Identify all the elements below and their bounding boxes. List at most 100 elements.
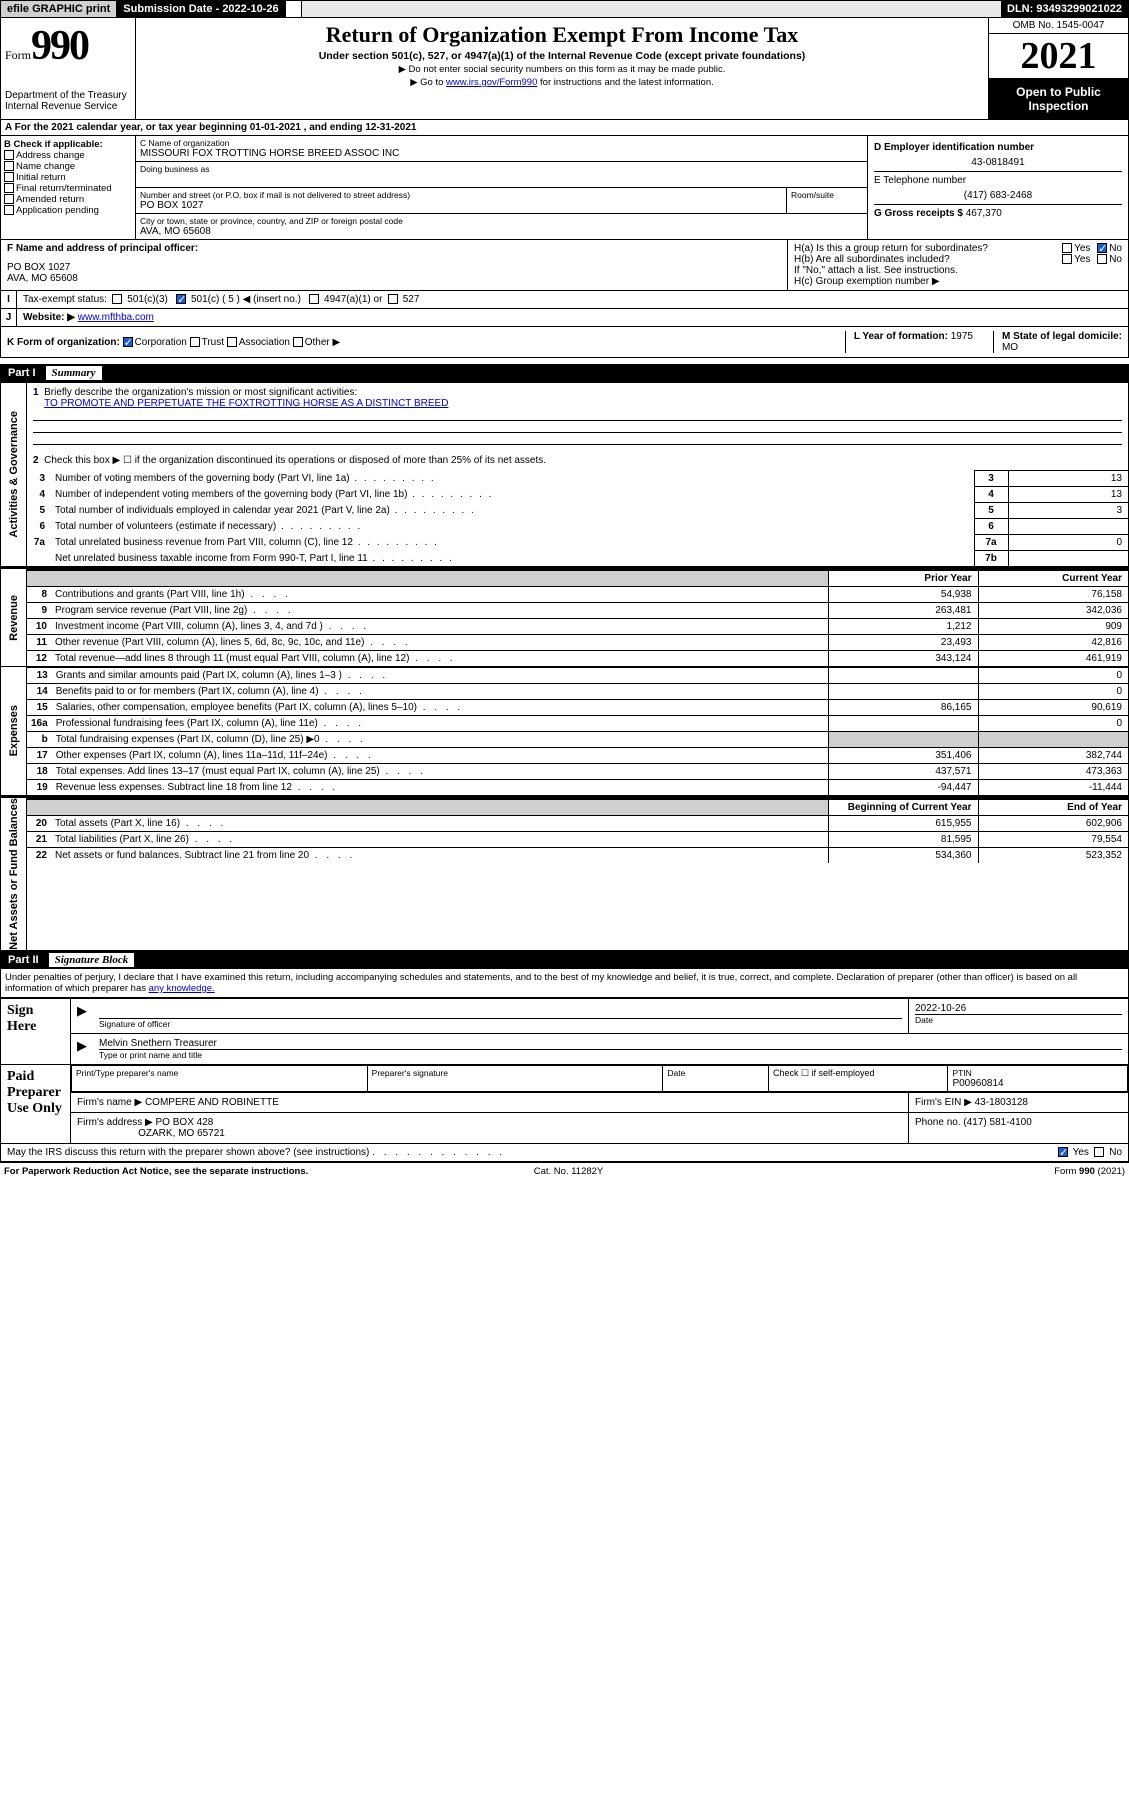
opt-527: 527: [403, 294, 420, 305]
q2-text: Check this box ▶ ☐ if the organization d…: [44, 455, 546, 466]
row-h: H(a) Is this a group return for subordin…: [788, 240, 1128, 290]
chk-527[interactable]: [388, 294, 398, 304]
gross-label: G Gross receipts $: [874, 208, 963, 219]
h-a: H(a) Is this a group return for subordin…: [794, 243, 1122, 254]
form-header: Form990 Department of the Treasury Inter…: [0, 18, 1129, 120]
firm-phone: (417) 581-4100: [963, 1117, 1031, 1128]
part-1-body: Activities & Governance 1 Briefly descri…: [0, 382, 1129, 567]
hb-no[interactable]: [1097, 254, 1107, 264]
tel-label: E Telephone number: [874, 175, 1122, 186]
gov-row: 7aTotal unrelated business revenue from …: [27, 535, 1128, 551]
gross-group: G Gross receipts $ 467,370: [874, 205, 1122, 222]
open-to-public: Open to Public Inspection: [989, 79, 1128, 119]
opt-other: Other ▶: [305, 337, 340, 348]
page-footer: For Paperwork Reduction Act Notice, see …: [0, 1162, 1129, 1180]
chk-501c3[interactable]: [112, 294, 122, 304]
discuss-no[interactable]: [1094, 1147, 1104, 1157]
part-2-num: Part II: [8, 954, 39, 966]
hb-yes[interactable]: [1062, 254, 1072, 264]
ein-label: D Employer identification number: [874, 142, 1122, 153]
org-name-label: C Name of organization: [140, 138, 863, 148]
opt-501c: 501(c) ( 5 ) ◀ (insert no.): [191, 294, 301, 305]
opt-501c3: 501(c)(3): [127, 294, 168, 305]
street-label: Number and street (or P.O. box if mail i…: [140, 190, 782, 200]
footer-mid: Cat. No. 11282Y: [534, 1166, 604, 1177]
firm-name: COMPERE AND ROBINETTE: [145, 1097, 279, 1108]
efile-print-button[interactable]: efile GRAPHIC print: [1, 1, 117, 17]
fin-row: 17Other expenses (Part IX, column (A), l…: [27, 748, 1128, 764]
sidebar-governance: Activities & Governance: [1, 383, 27, 566]
fin-row: 22Net assets or fund balances. Subtract …: [27, 848, 1128, 864]
fin-row: 18Total expenses. Add lines 13–17 (must …: [27, 764, 1128, 780]
chk-other[interactable]: [293, 337, 303, 347]
street-value: PO BOX 1027: [140, 200, 782, 211]
irs-label: Internal Revenue Service: [5, 101, 131, 112]
discuss-yes[interactable]: [1058, 1147, 1068, 1157]
chk-application-pending[interactable]: Application pending: [4, 205, 132, 216]
firm-addr2: OZARK, MO 65721: [138, 1128, 225, 1139]
part-2-title: Signature Block: [49, 953, 135, 967]
chk-final-return[interactable]: Final return/terminated: [4, 183, 132, 194]
footer-right: Form 990 (2021): [1054, 1166, 1125, 1177]
gov-row: 4Number of independent voting members of…: [27, 487, 1128, 503]
signature-table: Sign Here ▶ Signature of officer 2022-10…: [0, 998, 1129, 1144]
part-1-title: Summary: [46, 366, 102, 380]
ptin-value: P00960814: [952, 1078, 1123, 1089]
i-letter: I: [1, 291, 17, 308]
gov-row: Net unrelated business taxable income fr…: [27, 551, 1128, 567]
k-label: K Form of organization:: [7, 337, 120, 348]
chk-initial-return[interactable]: Initial return: [4, 172, 132, 183]
fin-row: 13Grants and similar amounts paid (Part …: [27, 668, 1128, 684]
prep-date-label: Date: [667, 1068, 764, 1078]
discuss-row: May the IRS discuss this return with the…: [0, 1144, 1129, 1162]
row-i: I Tax-exempt status: 501(c)(3) 501(c) ( …: [0, 291, 1129, 309]
fin-row: 16aProfessional fundraising fees (Part I…: [27, 716, 1128, 732]
discuss-label: May the IRS discuss this return with the…: [7, 1147, 369, 1158]
sidebar-net-assets: Net Assets or Fund Balances: [1, 798, 27, 950]
chk-name-change[interactable]: Name change: [4, 161, 132, 172]
col-begin-year: Beginning of Current Year: [828, 799, 978, 816]
mission-block: 1 Briefly describe the organization's mi…: [27, 383, 1128, 470]
note2-post: for instructions and the latest informat…: [537, 77, 713, 88]
fin-row: 9Program service revenue (Part VIII, lin…: [27, 603, 1128, 619]
chk-amended-return[interactable]: Amended return: [4, 194, 132, 205]
governance-table: 3Number of voting members of the governi…: [27, 470, 1128, 566]
street-box: Number and street (or P.O. box if mail i…: [136, 188, 787, 213]
revenue-table: Prior Year Current Year 8Contributions a…: [27, 569, 1128, 666]
form-title: Return of Organization Exempt From Incom…: [140, 22, 984, 48]
ha-no[interactable]: [1097, 243, 1107, 253]
ein-group: D Employer identification number 43-0818…: [874, 139, 1122, 172]
city-label: City or town, state or province, country…: [140, 216, 863, 226]
any-knowledge-link[interactable]: any knowledge.: [149, 983, 215, 994]
gross-value: 467,370: [966, 208, 1002, 219]
ha-yes[interactable]: [1062, 243, 1072, 253]
top-bar: efile GRAPHIC print Submission Date - 20…: [0, 0, 1129, 18]
officer-name-title: Melvin Snethern Treasurer: [99, 1038, 1122, 1049]
check-self-employed[interactable]: Check ☐ if self-employed: [768, 1065, 948, 1091]
mission-text[interactable]: TO PROMOTE AND PERPETUATE THE FOXTROTTIN…: [44, 398, 448, 409]
chk-address-change[interactable]: Address change: [4, 150, 132, 161]
fin-row: 21Total liabilities (Part X, line 26) . …: [27, 832, 1128, 848]
arrow-icon-2: ▶: [77, 1038, 87, 1053]
sig-officer-label: Signature of officer: [99, 1019, 902, 1029]
chk-corporation[interactable]: [123, 337, 133, 347]
chk-4947[interactable]: [309, 294, 319, 304]
i-label: Tax-exempt status:: [23, 294, 107, 305]
chk-association[interactable]: [227, 337, 237, 347]
row-j: J Website: ▶ www.mfthba.com: [0, 309, 1129, 327]
chk-501c[interactable]: [176, 294, 186, 304]
col-b-header: B Check if applicable:: [4, 139, 132, 150]
paid-preparer-label: Paid Preparer Use Only: [1, 1064, 71, 1143]
fin-row: 8Contributions and grants (Part VIII, li…: [27, 587, 1128, 603]
instructions-link[interactable]: www.irs.gov/Form990: [446, 77, 537, 88]
website-link[interactable]: www.mfthba.com: [78, 312, 154, 323]
chk-trust[interactable]: [190, 337, 200, 347]
tel-group: E Telephone number (417) 683-2468: [874, 172, 1122, 205]
dept-label: Department of the Treasury: [5, 90, 131, 101]
row-f: F Name and address of principal officer:…: [1, 240, 788, 290]
omb-number: OMB No. 1545-0047: [989, 18, 1128, 34]
firm-name-label: Firm's name ▶: [77, 1097, 142, 1108]
city-box: City or town, state or province, country…: [136, 214, 867, 239]
col-current-year: Current Year: [978, 570, 1128, 587]
form-990-label: Form990: [5, 22, 131, 70]
